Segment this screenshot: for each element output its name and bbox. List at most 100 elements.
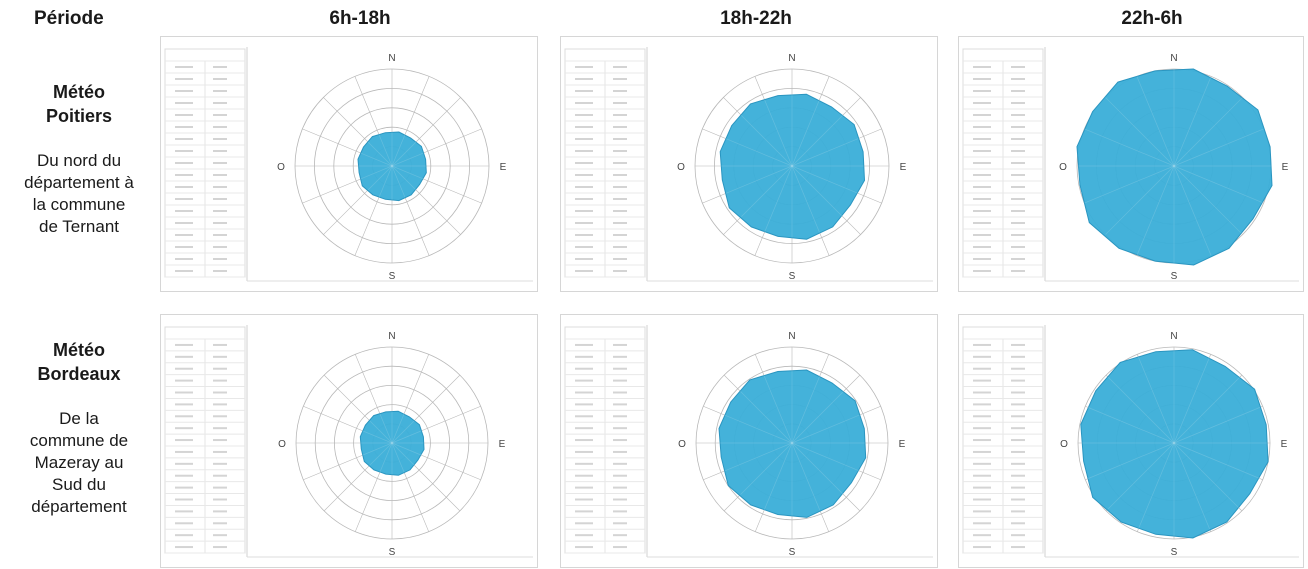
side-table-cell [175, 462, 193, 465]
row-title-line: Bordeaux [37, 364, 121, 384]
rose-area [1076, 68, 1273, 266]
rose-spoke-overlay [1173, 165, 1264, 204]
side-table-cell [175, 78, 193, 80]
rose-spoke-overlay [1173, 165, 1212, 256]
row-desc-line: département [31, 497, 127, 516]
side-table-cell [613, 162, 627, 164]
compass-north: N [1170, 53, 1177, 64]
side-table-cell [175, 210, 193, 212]
side-table-cell [575, 403, 593, 406]
side-table-cell [575, 174, 593, 176]
side-table-cell [213, 222, 227, 224]
side-table-cell [213, 474, 227, 477]
side-table-cell [1011, 150, 1025, 152]
side-table-cell [175, 246, 193, 248]
compass-east: E [1282, 162, 1289, 173]
rose-spoke-overlay [1173, 407, 1261, 444]
rose-panel-bordeaux-18h-22h: N S E O [560, 314, 938, 568]
side-table-cell [175, 126, 193, 128]
side-table-cell [213, 114, 227, 116]
side-table-cell [613, 270, 627, 272]
side-table-cell [575, 534, 593, 537]
side-table-cell [973, 78, 991, 80]
side-table-cell [213, 138, 227, 140]
side-table-cell [1011, 439, 1025, 442]
side-table-cell [575, 66, 593, 68]
side-table-cell [613, 78, 627, 80]
side-table-cell [213, 343, 227, 346]
side-table-cell [213, 498, 227, 501]
rose-spoke-overlay [391, 420, 415, 444]
row-desc-line: De la [59, 409, 99, 428]
rose-spoke-overlay [362, 442, 393, 456]
side-table-cell [213, 510, 227, 513]
side-table-cell [613, 198, 627, 200]
side-table-cell [575, 474, 593, 477]
side-table-cell [613, 343, 627, 346]
side-table-cell [973, 391, 991, 394]
side-table-cell [575, 450, 593, 453]
rose-spoke-overlay [1105, 97, 1175, 167]
rose-spoke-overlay [1107, 442, 1175, 510]
side-table-cell [973, 439, 991, 442]
side-table-cell [175, 343, 193, 346]
side-table-cell [175, 415, 193, 418]
side-table-cell [575, 379, 593, 382]
wind-rose: N S E O [564, 47, 933, 282]
side-table-cell [175, 403, 193, 406]
rose-spoke-overlay [763, 442, 793, 511]
side-table-cell [1011, 78, 1025, 80]
rose-spoke-overlay [791, 442, 844, 495]
side-table-cell [973, 379, 991, 382]
side-table-cell [575, 343, 593, 346]
side-table-cell [973, 234, 991, 236]
side-table-cell [613, 102, 627, 104]
side-table-cell [213, 198, 227, 200]
side-table-cell [575, 126, 593, 128]
rose-spoke-overlay [1138, 356, 1175, 444]
side-table-cell [1011, 415, 1025, 418]
compass-west: O [678, 439, 686, 450]
rose-panel-poitiers-6h-18h: N S E O [160, 36, 538, 292]
rose-spoke-overlay [391, 430, 422, 444]
side-table-cell [1011, 510, 1025, 513]
side-table-cell [973, 222, 991, 224]
compass-south: S [389, 547, 396, 558]
side-table-cell [973, 367, 991, 370]
rose-spoke-overlay [1173, 376, 1241, 444]
side-table-cell [973, 102, 991, 104]
side-table-cell [613, 546, 627, 549]
row-desc-line: la commune [32, 195, 126, 214]
side-table-cell [213, 102, 227, 104]
side-table-cell [213, 246, 227, 248]
row-title-line: Météo [52, 82, 105, 102]
period-header: Période [34, 8, 104, 29]
side-table-cell [575, 234, 593, 236]
side-table-cell [575, 498, 593, 501]
rose-spoke-overlay [391, 141, 417, 167]
row-desc-line: Mazeray au [34, 453, 124, 472]
side-table-cell [175, 150, 193, 152]
side-table-cell [1011, 222, 1025, 224]
side-table-cell [1011, 403, 1025, 406]
side-table-cell [175, 379, 193, 382]
rose-spoke-overlay [1173, 97, 1243, 167]
compass-north: N [788, 331, 795, 342]
rose-spoke-overlay [391, 442, 422, 456]
rose-area [357, 131, 427, 202]
side-table-cell [575, 270, 593, 272]
side-table-cell [1011, 162, 1025, 164]
row-title-line: Météo [52, 340, 105, 360]
side-table-cell [575, 486, 593, 489]
side-table-cell [1011, 462, 1025, 465]
rose-spoke-overlay [369, 442, 393, 466]
side-table-cell [1011, 379, 1025, 382]
side-table-cell [175, 498, 193, 501]
rose-spoke-overlay [741, 115, 793, 167]
side-table-cell [1011, 534, 1025, 537]
side-table-cell [213, 66, 227, 68]
side-table-cell [175, 258, 193, 260]
side-table-cell [973, 270, 991, 272]
compass-south: S [1171, 271, 1178, 282]
side-table-cell [973, 415, 991, 418]
